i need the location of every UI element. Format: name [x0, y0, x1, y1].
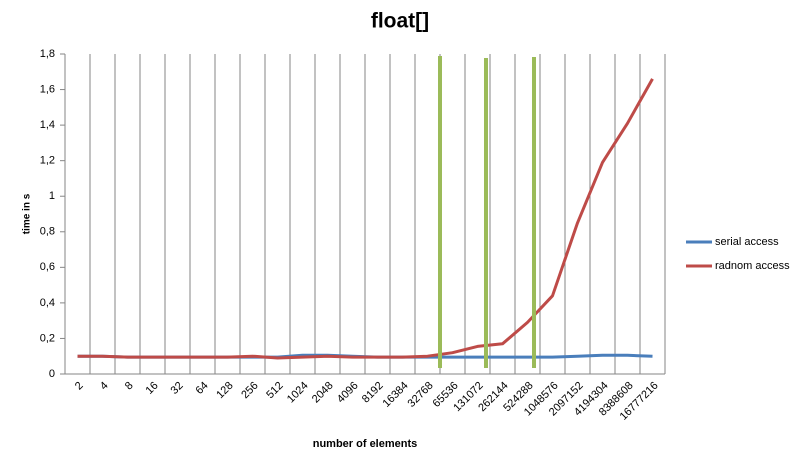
x-axis-label: number of elements [313, 438, 418, 450]
y-tick-label: 1,2 [40, 155, 55, 167]
y-tick-label: 1 [49, 190, 55, 202]
series-line [77, 78, 654, 360]
y-tick-label: 0,6 [40, 261, 55, 273]
y-tick-label: 1,6 [40, 83, 55, 95]
legend-label: radnom access [715, 260, 790, 272]
chart-title: float[] [371, 10, 429, 33]
y-axis-label: time in s [22, 193, 33, 234]
legend-label: serial access [715, 236, 779, 248]
y-tick-label: 1,4 [40, 119, 55, 131]
y-tick-label: 0 [49, 368, 55, 380]
highlight-lines [438, 56, 536, 368]
y-tick-label: 0,2 [40, 332, 55, 344]
y-tick-label: 1,8 [40, 48, 55, 60]
y-tick-label: 0,8 [40, 226, 55, 238]
y-tick-label: 0,4 [40, 297, 55, 309]
